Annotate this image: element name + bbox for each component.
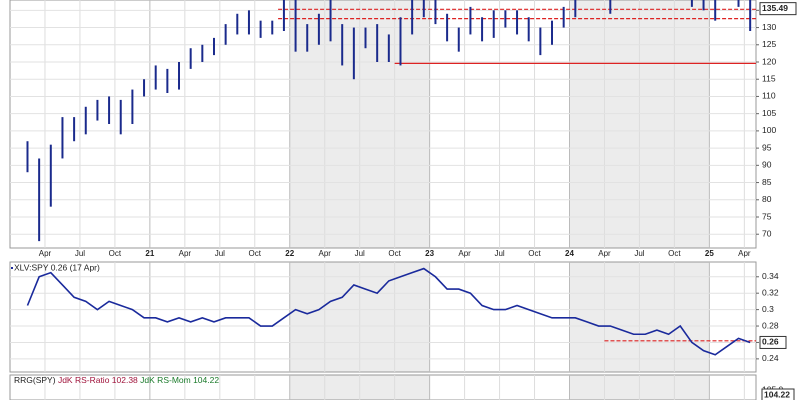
x-tick-label: 21 [145,249,154,258]
x-tick-label: Oct [109,249,122,258]
last-value: 104.22 [764,389,790,399]
x-tick-label: Jul [494,249,504,258]
y-tick-label: 75 [762,211,772,221]
y-tick-label: 0.34 [762,271,779,281]
y-tick-label: 85 [762,177,772,187]
y-tick-label: 90 [762,160,772,170]
last-value-box [759,2,797,16]
x-tick-label: Oct [528,249,541,258]
x-tick-label: Jul [75,249,85,258]
y-tick-label: 70 [762,228,772,238]
panel-frame [9,0,757,249]
y-tick-label: 0.32 [762,287,779,297]
y-tick-label: 80 [762,194,772,204]
x-tick-label: Apr [598,249,611,258]
last-value: 0.26 [762,337,779,347]
y-tick-label: 95 [762,142,772,152]
y-tick-label: 105 [762,108,776,118]
x-tick-label: Apr [458,249,471,258]
y-tick-label: 120 [762,56,776,66]
ratio-line [26,267,751,356]
last-value-box [759,335,787,349]
panel-label: XLV:SPY 0.26 (17 Apr) [14,262,100,272]
x-tick-label: Apr [738,249,751,258]
y-tick-label: 0.24 [762,353,779,363]
x-tick-label: 23 [425,249,434,258]
last-value: 135.49 [762,3,788,13]
y-tick-label: 115 [762,73,776,83]
x-tick-label: Jul [355,249,365,258]
y-tick-label: 125 [762,39,776,49]
x-tick-label: 25 [705,249,714,258]
x-tick-label: 22 [285,249,294,258]
y-tick-label: 110 [762,91,776,101]
legend-entry: RRG(SPY) [14,375,56,385]
x-tick-label: Jul [215,249,225,258]
legend-swatch [11,267,13,269]
x-tick-label: Apr [39,249,52,258]
y-tick-label: 130 [762,22,776,32]
plot [26,0,756,242]
y-tick-label: 0.3 [762,304,774,314]
x-tick-label: Jul [634,249,644,258]
x-tick-label: Apr [179,249,192,258]
legend-entry: JdK RS-Ratio 102.38 [58,375,138,385]
x-tick-label: Oct [249,249,262,258]
x-tick-label: Oct [388,249,401,258]
panel-label: RRG(SPY) JdK RS-Ratio 102.38 JdK RS-Mom … [14,375,219,385]
x-tick-label: Oct [668,249,681,258]
x-tick-label: Apr [318,249,331,258]
y-tick-label: 0.28 [762,320,779,330]
plot [26,267,756,356]
panel-frame [9,261,757,373]
y-tick-label: 100 [762,125,776,135]
legend-entry: JdK RS-Mom 104.22 [140,375,219,385]
x-tick-label: 24 [565,249,574,258]
